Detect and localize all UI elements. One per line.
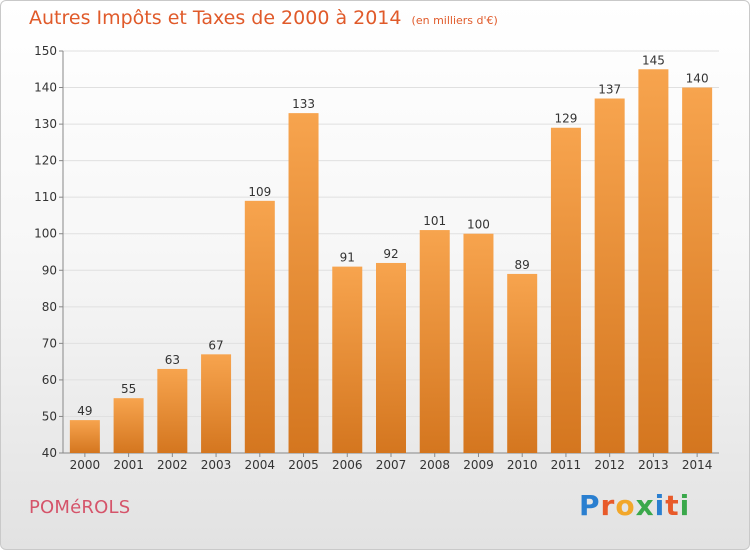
y-tick-label: 90 [42,263,57,277]
data-label: 140 [686,72,709,86]
logo-letter: i [654,489,666,522]
y-tick-label: 100 [34,227,57,241]
bar [288,113,319,454]
bar [507,273,538,453]
y-tick-label: 50 [42,409,57,423]
logo-letter: t [665,489,680,522]
x-tick-label: 2001 [113,458,144,472]
logo-letter: x [635,489,655,522]
bar [419,230,450,453]
y-tick-label: 140 [34,81,57,95]
y-tick-label: 120 [34,154,57,168]
data-label: 55 [121,382,136,396]
data-label: 91 [340,251,355,265]
bar [682,87,713,453]
y-tick-label: 60 [42,373,57,387]
bar [638,69,669,453]
bar [157,368,188,453]
y-tick-label: 130 [34,117,57,131]
data-label: 89 [515,258,530,272]
y-tick-label: 70 [42,336,57,350]
x-tick-label: 2010 [507,458,538,472]
bar [550,127,581,453]
x-tick-label: 2011 [551,458,582,472]
x-tick-label: 2013 [638,458,669,472]
data-label: 109 [248,185,271,199]
bar [113,398,144,453]
x-tick-label: 2012 [594,458,625,472]
bar [244,200,275,453]
bar [594,98,625,453]
x-tick-label: 2009 [463,458,494,472]
data-label: 49 [77,404,92,418]
chart-title-main: Autres Impôts et Taxes de 2000 à 2014 [29,7,402,29]
bar [201,354,232,453]
y-tick-label: 40 [42,446,57,460]
bar [376,262,406,453]
x-tick-label: 2005 [288,458,319,472]
logo-letter: i [679,489,691,522]
y-tick-label: 150 [34,44,57,58]
data-label: 101 [423,214,446,228]
x-tick-label: 2014 [682,458,713,472]
data-label: 129 [554,112,577,126]
data-label: 92 [383,247,398,261]
bar [463,233,494,453]
x-tick-label: 2006 [332,458,363,472]
data-label: 100 [467,218,490,232]
x-tick-label: 2007 [376,458,407,472]
logo-letter: r [600,489,616,522]
data-label: 67 [208,338,223,352]
x-tick-label: 2008 [419,458,450,472]
x-tick-label: 2003 [201,458,232,472]
x-tick-label: 2002 [157,458,188,472]
x-tick-label: 2000 [70,458,101,472]
data-label: 63 [165,353,180,367]
proxiti-logo: Proxiti [579,489,690,522]
data-label: 145 [642,53,665,67]
data-label: 133 [292,97,315,111]
logo-letter: P [579,489,601,522]
y-tick-label: 110 [34,190,57,204]
bar [69,420,100,453]
chart-title-unit: (en milliers d'€) [411,14,498,27]
y-tick-label: 80 [42,300,57,314]
bar [332,266,363,453]
data-label: 137 [598,83,621,97]
chart-title: Autres Impôts et Taxes de 2000 à 2014 (e… [29,7,498,29]
x-tick-label: 2004 [245,458,276,472]
logo-letter: o [615,489,636,522]
commune-name: POMéROLS [29,497,131,518]
